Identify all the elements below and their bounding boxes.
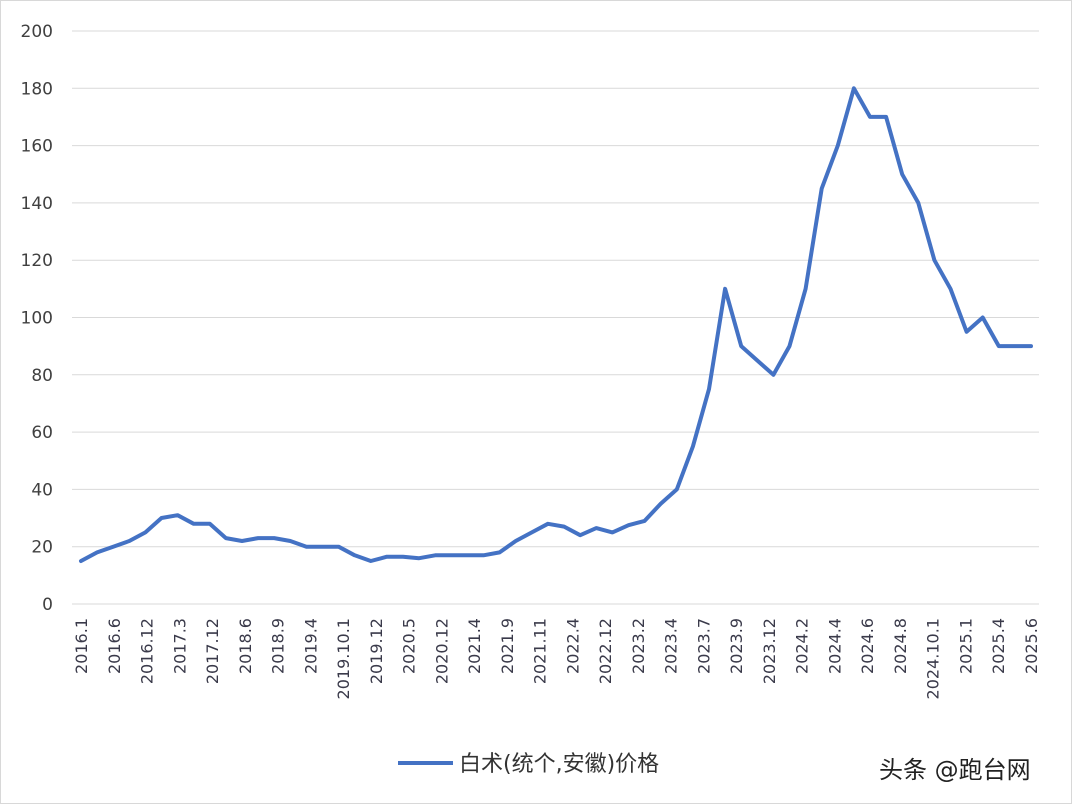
x-tick-label: 2016.12 bbox=[138, 618, 157, 684]
y-tick-label: 100 bbox=[21, 309, 53, 329]
x-tick-label: 2016.1 bbox=[72, 618, 91, 674]
y-tick-label: 140 bbox=[21, 194, 53, 214]
x-tick-label: 2023.7 bbox=[694, 618, 713, 674]
x-tick-label: 2023.2 bbox=[629, 618, 648, 674]
x-tick-label: 2024.6 bbox=[858, 618, 877, 674]
x-tick-label: 2025.1 bbox=[956, 618, 975, 674]
y-tick-label: 0 bbox=[42, 595, 53, 615]
x-tick-label: 2023.12 bbox=[760, 618, 779, 684]
y-tick-label: 160 bbox=[21, 137, 53, 157]
x-tick-label: 2019.12 bbox=[367, 618, 386, 684]
watermark: 头条 @跑台网 bbox=[879, 756, 1031, 784]
x-tick-label: 2016.6 bbox=[105, 618, 124, 674]
x-tick-label: 2023.4 bbox=[662, 618, 681, 674]
x-tick-label: 2017.3 bbox=[170, 618, 189, 674]
x-tick-label: 2024.2 bbox=[793, 618, 812, 674]
y-tick-label: 180 bbox=[21, 79, 53, 99]
x-tick-label: 2018.6 bbox=[236, 618, 255, 674]
x-tick-label: 2021.11 bbox=[531, 618, 550, 684]
x-tick-label: 2022.12 bbox=[596, 618, 615, 684]
x-tick-label: 2025.4 bbox=[989, 618, 1008, 674]
y-tick-label: 80 bbox=[31, 366, 53, 386]
legend-label: 白术(统个,安徽)价格 bbox=[459, 752, 659, 777]
x-tick-label: 2021.9 bbox=[498, 618, 517, 674]
x-tick-label: 2019.4 bbox=[301, 618, 320, 674]
y-tick-label: 20 bbox=[31, 538, 53, 558]
x-tick-label: 2025.6 bbox=[1022, 618, 1041, 674]
x-tick-label: 2024.8 bbox=[891, 618, 910, 674]
x-tick-label: 2020.5 bbox=[400, 618, 419, 674]
y-tick-label: 200 bbox=[21, 22, 53, 42]
x-tick-label: 2024.10.1 bbox=[924, 618, 943, 699]
x-tick-label: 2022.4 bbox=[563, 618, 582, 674]
y-tick-label: 40 bbox=[31, 480, 53, 500]
x-tick-label: 2020.12 bbox=[432, 618, 451, 684]
x-tick-label: 2024.4 bbox=[825, 618, 844, 674]
x-tick-label: 2019.10.1 bbox=[334, 618, 353, 699]
x-tick-label: 2017.12 bbox=[203, 618, 222, 684]
series-line bbox=[79, 86, 1033, 563]
x-tick-label: 2021.4 bbox=[465, 618, 484, 674]
y-tick-label: 60 bbox=[31, 423, 53, 443]
x-tick-label: 2018.9 bbox=[269, 618, 288, 674]
y-tick-label: 120 bbox=[21, 251, 53, 271]
x-tick-label: 2023.9 bbox=[727, 618, 746, 674]
